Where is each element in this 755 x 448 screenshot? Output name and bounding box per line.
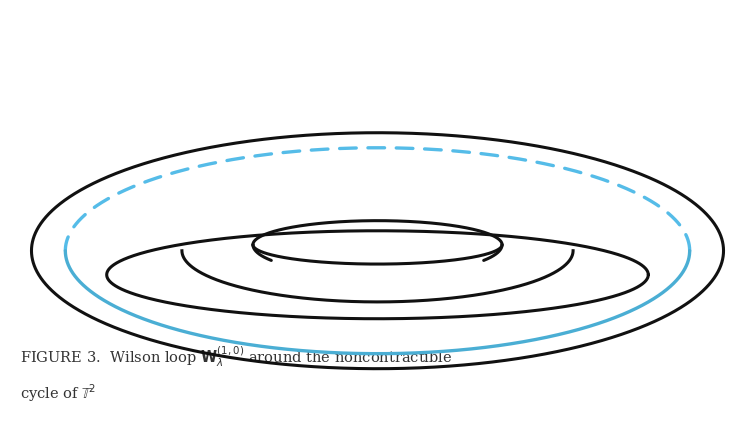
Text: FIGURE 3.  Wilson loop $\mathbf{W}_{\lambda}^{(1,0)}$ around the noncontractible: FIGURE 3. Wilson loop $\mathbf{W}_{\lamb… bbox=[20, 344, 453, 369]
Text: cycle of $\mathbb{T}^2$: cycle of $\mathbb{T}^2$ bbox=[20, 383, 96, 404]
